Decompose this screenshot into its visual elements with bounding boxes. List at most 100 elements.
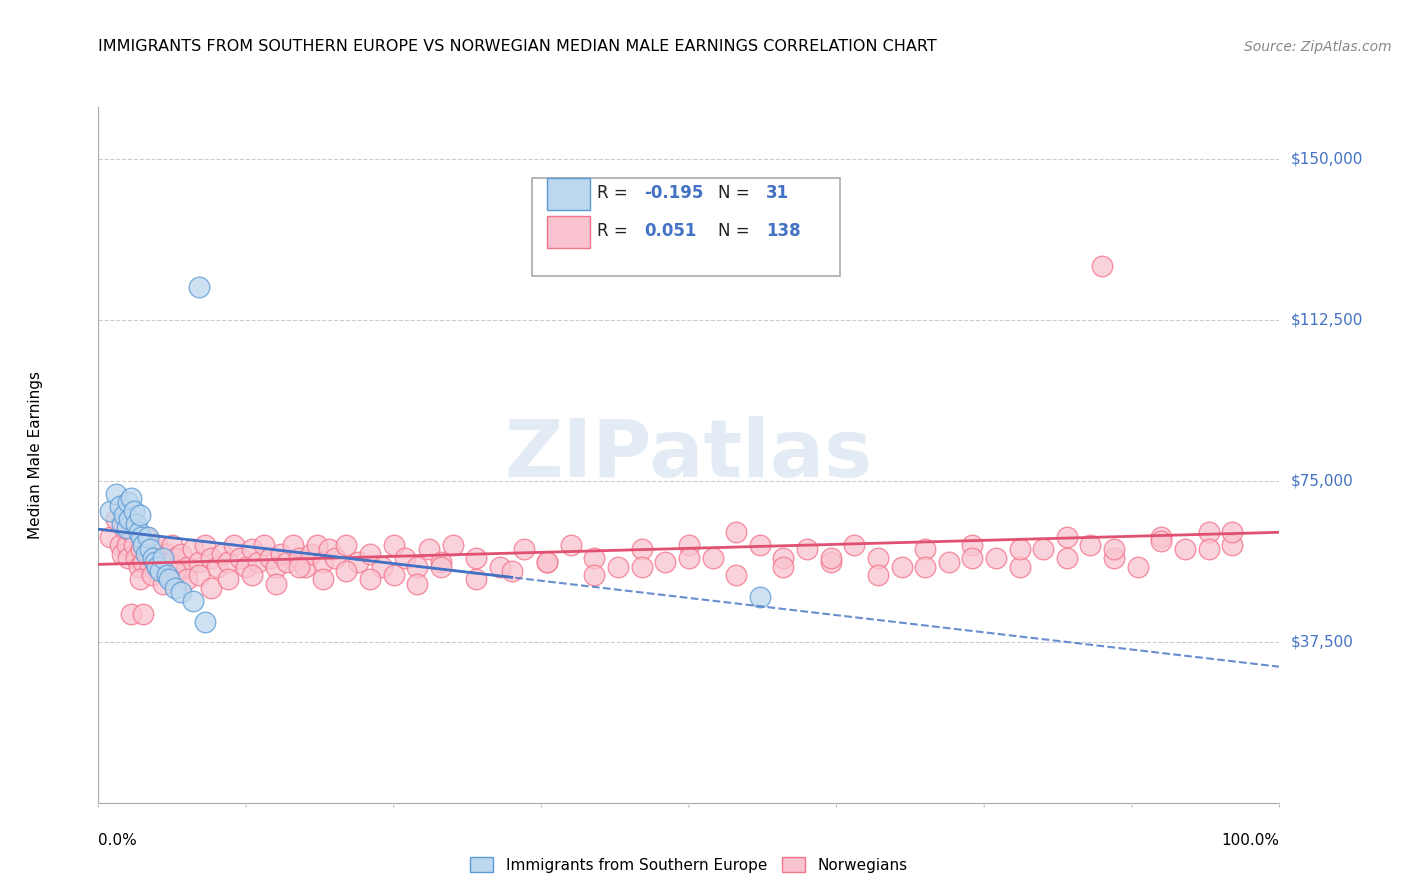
Point [335, 564, 357, 578]
Point [152, 576, 174, 591]
Point [156, 568, 179, 582]
Point [702, 551, 724, 566]
Point [146, 538, 169, 552]
Point [253, 538, 276, 552]
FancyBboxPatch shape [531, 178, 841, 277]
Point [205, 559, 228, 574]
Point [117, 551, 139, 566]
Point [335, 538, 357, 552]
Point [129, 542, 152, 557]
Text: 0.0%: 0.0% [98, 833, 138, 848]
Text: ZIPatlas: ZIPatlas [505, 416, 873, 494]
Point [105, 512, 128, 526]
Point [111, 516, 134, 531]
Point [121, 607, 143, 621]
Point [1220, 538, 1243, 552]
Point [156, 547, 179, 561]
Point [748, 590, 770, 604]
Point [187, 555, 209, 569]
Point [1198, 542, 1220, 557]
Point [512, 542, 534, 557]
Point [725, 525, 748, 540]
Point [536, 555, 558, 569]
Point [98, 529, 121, 543]
Legend: Immigrants from Southern Europe, Norwegians: Immigrants from Southern Europe, Norwegi… [464, 850, 914, 879]
Point [359, 573, 381, 587]
Point [312, 573, 335, 587]
Point [139, 542, 162, 557]
Point [115, 521, 138, 535]
Point [187, 568, 209, 582]
Point [1126, 559, 1149, 574]
Point [772, 551, 794, 566]
Text: 138: 138 [766, 222, 800, 240]
Point [772, 559, 794, 574]
Point [359, 547, 381, 561]
Point [725, 568, 748, 582]
Point [181, 542, 204, 557]
Point [270, 547, 292, 561]
Text: N =: N = [718, 222, 755, 240]
Text: $75,000: $75,000 [1291, 473, 1354, 488]
Text: $37,500: $37,500 [1291, 634, 1354, 649]
Text: R =: R = [596, 222, 633, 240]
Point [157, 555, 180, 569]
Point [305, 538, 328, 552]
Point [200, 551, 222, 566]
Text: Source: ZipAtlas.com: Source: ZipAtlas.com [1244, 39, 1392, 54]
Point [283, 538, 305, 552]
Point [1174, 542, 1197, 557]
Point [1091, 259, 1114, 273]
Point [382, 568, 405, 582]
Point [176, 573, 198, 587]
Point [371, 559, 394, 574]
Point [176, 559, 198, 574]
FancyBboxPatch shape [547, 216, 589, 248]
Point [394, 551, 416, 566]
Point [536, 555, 558, 569]
Point [406, 559, 429, 574]
Point [276, 555, 298, 569]
Point [115, 538, 138, 552]
Text: IMMIGRANTS FROM SOUTHERN EUROPE VS NORWEGIAN MEDIAN MALE EARNINGS CORRELATION CH: IMMIGRANTS FROM SOUTHERN EUROPE VS NORWE… [98, 38, 938, 54]
Point [108, 538, 131, 552]
Point [128, 525, 150, 540]
Point [465, 551, 488, 566]
Point [962, 538, 984, 552]
Point [1008, 542, 1031, 557]
Point [630, 559, 652, 574]
Point [259, 551, 281, 566]
Point [1220, 525, 1243, 540]
Point [142, 542, 165, 557]
Point [240, 568, 263, 582]
Point [160, 538, 183, 552]
Point [125, 551, 148, 566]
Point [1102, 542, 1125, 557]
Point [112, 521, 135, 535]
Point [170, 585, 193, 599]
Point [125, 516, 148, 531]
Point [132, 607, 155, 621]
Point [121, 491, 143, 505]
Point [165, 551, 187, 566]
Text: N =: N = [718, 184, 755, 202]
Point [288, 559, 311, 574]
Point [129, 529, 152, 543]
Point [157, 573, 180, 587]
Text: 100.0%: 100.0% [1222, 833, 1279, 848]
Point [111, 547, 134, 561]
Text: 0.051: 0.051 [644, 222, 696, 240]
Point [678, 551, 700, 566]
Point [984, 551, 1007, 566]
Point [143, 555, 166, 569]
Point [122, 538, 145, 552]
Point [112, 508, 135, 522]
Point [128, 559, 150, 574]
Text: $112,500: $112,500 [1291, 312, 1362, 327]
FancyBboxPatch shape [547, 178, 589, 210]
Point [132, 555, 155, 569]
Text: R =: R = [596, 184, 633, 202]
Point [194, 538, 217, 552]
Point [288, 551, 311, 566]
Point [323, 551, 346, 566]
